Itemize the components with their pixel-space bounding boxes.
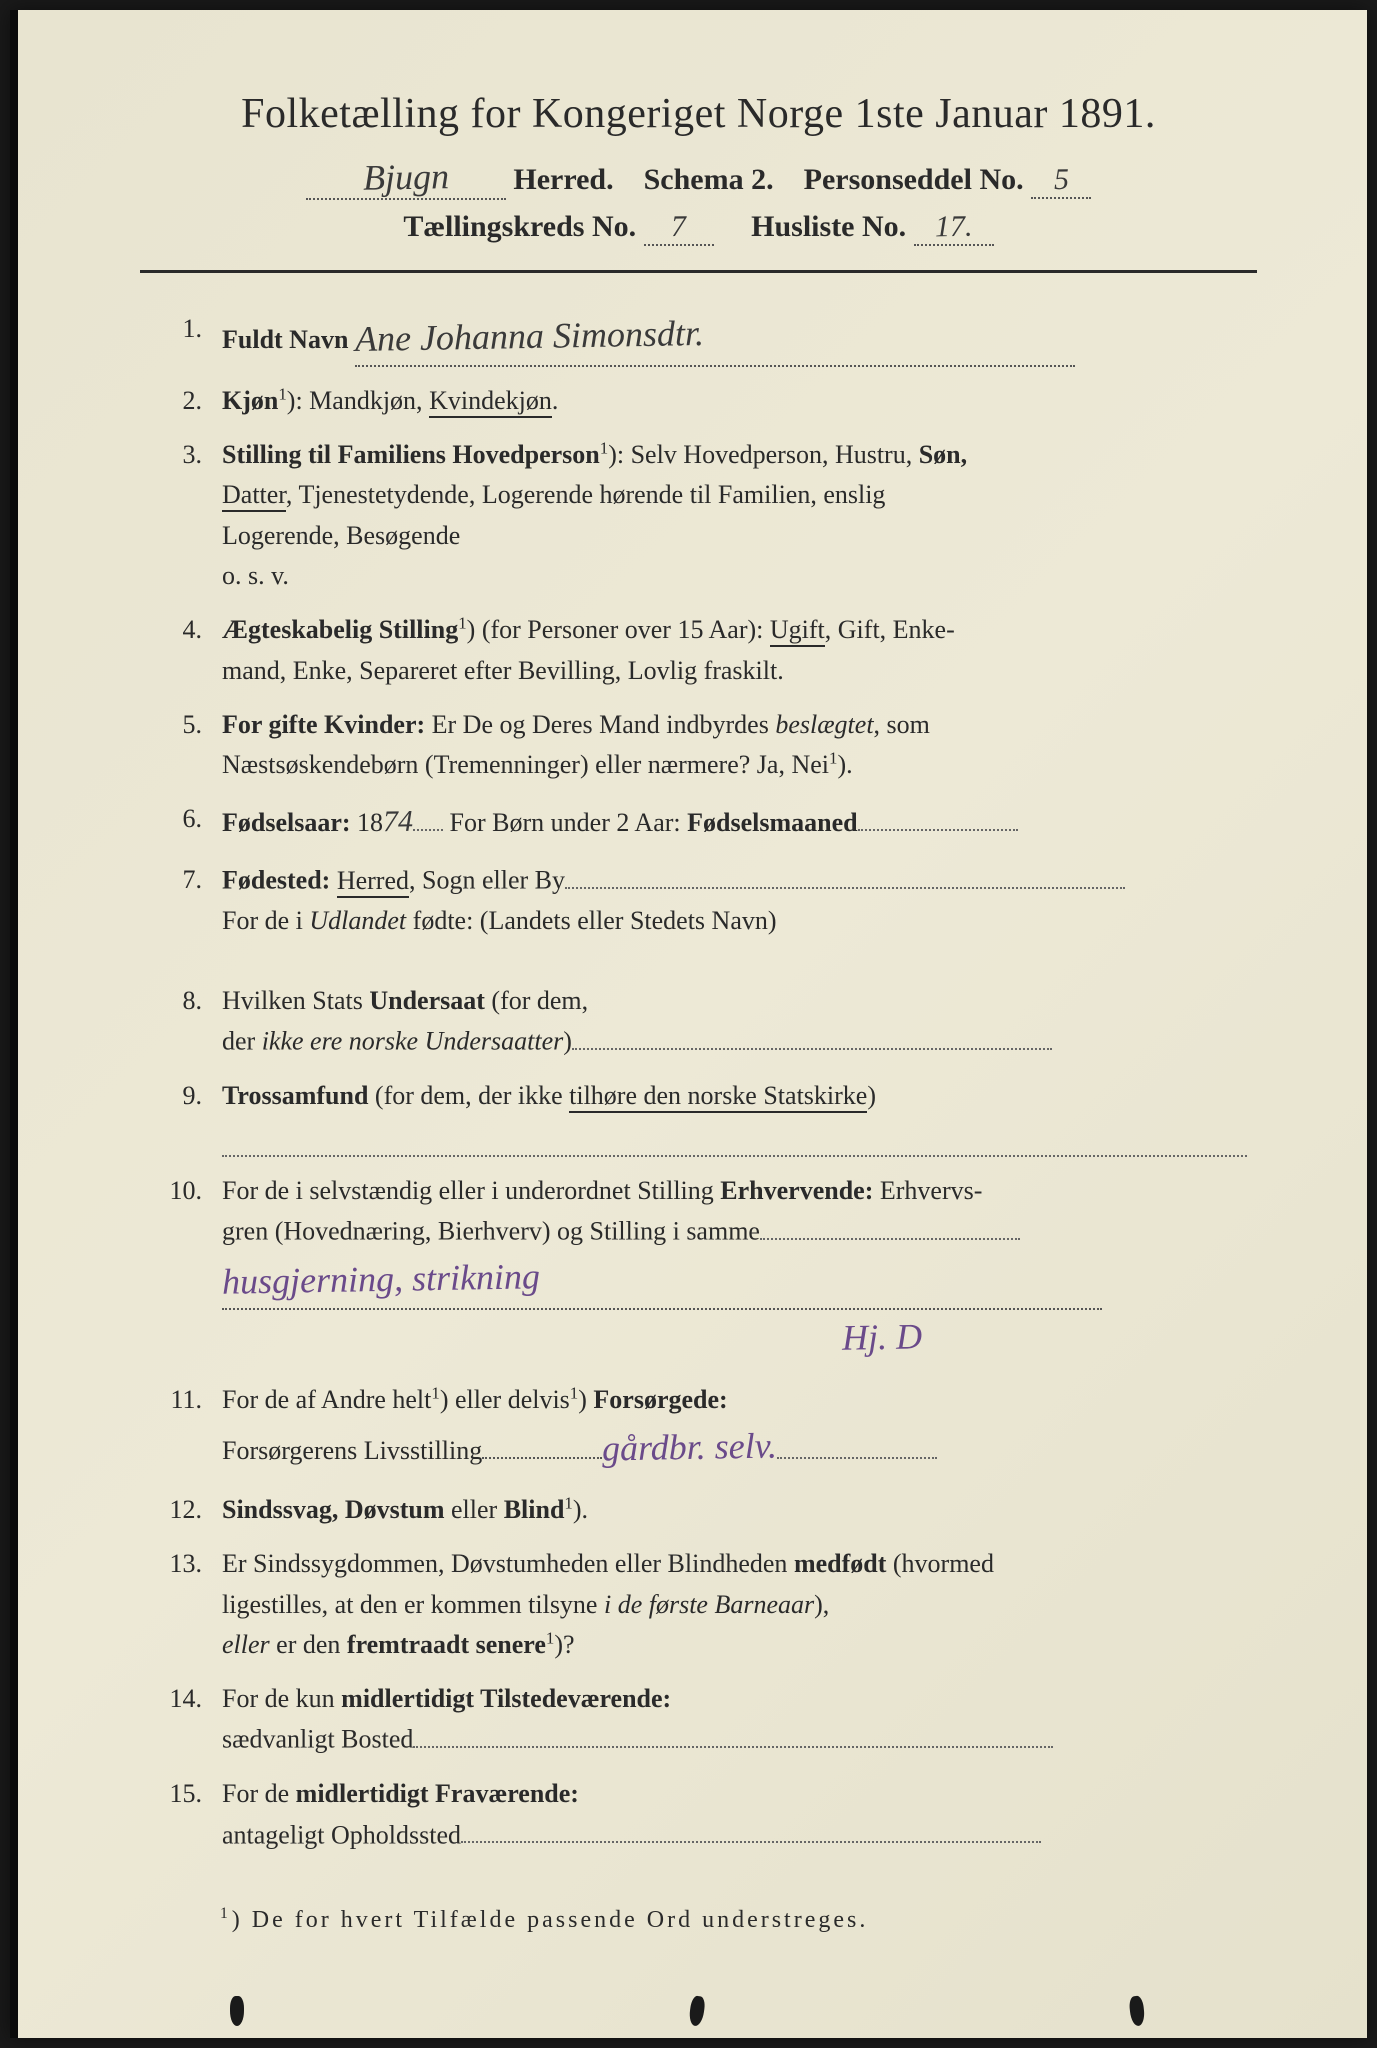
row-2-underlined: Kvindekjøn bbox=[429, 386, 552, 418]
herred-handwritten: Bjugn bbox=[363, 155, 450, 198]
row-8-num: 8. bbox=[160, 981, 222, 1021]
row-5-num: 5. bbox=[160, 705, 222, 745]
form-title: Folketælling for Kongeriget Norge 1ste J… bbox=[140, 90, 1257, 138]
row-15-num: 15. bbox=[160, 1774, 222, 1814]
row-10: 10. For de i selvstændig eller i underor… bbox=[160, 1171, 1247, 1366]
row-14-num: 14. bbox=[160, 1679, 222, 1719]
row-12-label: Sindssvag, Døvstum bbox=[222, 1495, 445, 1524]
row-5: 5. For gifte Kvinder: Er De og Deres Man… bbox=[160, 705, 1247, 786]
row-15: 15. For de midlertidigt Fraværende: anta… bbox=[160, 1774, 1247, 1855]
row-3-label: Stilling til Familiens Hovedperson bbox=[222, 440, 600, 469]
census-form-page: Folketælling for Kongeriget Norge 1ste J… bbox=[10, 10, 1367, 2038]
row-6-label: Fødselsaar: bbox=[222, 808, 351, 837]
row-10-hw2: Hj. D bbox=[842, 1309, 923, 1366]
row-2: 2. Kjøn1): Mandkjøn, Kvindekjøn. bbox=[160, 381, 1247, 421]
footnote: 1) De for hvert Tilfælde passende Ord un… bbox=[140, 1905, 1257, 1934]
header-line-2: Tællingskreds No. 7 Husliste No. 17. bbox=[140, 210, 1257, 246]
row-12-num: 12. bbox=[160, 1490, 222, 1530]
schema-label: Schema 2. bbox=[644, 163, 774, 196]
personseddel-label: Personseddel No. bbox=[804, 163, 1024, 196]
row-11: 11. For de af Andre helt1) eller delvis1… bbox=[160, 1380, 1247, 1476]
row-4-num: 4. bbox=[160, 610, 222, 650]
row-1-label: Fuldt Navn bbox=[222, 325, 348, 354]
row-4-label: Ægteskabelig Stilling bbox=[222, 615, 458, 644]
form-body: 1. Fuldt Navn Ane Johanna Simonsdtr. 2. … bbox=[140, 309, 1257, 1855]
row-3-num: 3. bbox=[160, 435, 222, 475]
herred-label: Herred. bbox=[513, 163, 613, 196]
divider-top bbox=[140, 270, 1257, 273]
row-1-handwritten: Ane Johanna Simonsdtr. bbox=[354, 306, 704, 368]
row-12: 12. Sindssvag, Døvstum eller Blind1). bbox=[160, 1490, 1247, 1530]
row-13-num: 13. bbox=[160, 1544, 222, 1584]
personseddel-handwritten: 5 bbox=[1053, 163, 1069, 197]
row-1-num: 1. bbox=[160, 309, 222, 349]
kreds-label: Tællingskreds No. bbox=[403, 210, 636, 243]
row-5-label: For gifte Kvinder: bbox=[222, 710, 425, 739]
row-13: 13. Er Sindssygdommen, Døvstumheden elle… bbox=[160, 1544, 1247, 1665]
row-3: 3. Stilling til Familiens Hovedperson1):… bbox=[160, 435, 1247, 596]
row-2-label: Kjøn bbox=[222, 386, 278, 415]
row-4: 4. Ægteskabelig Stilling1) (for Personer… bbox=[160, 610, 1247, 691]
row-7-label: Fødested: bbox=[222, 866, 330, 895]
header-line-1: Bjugn Herred. Schema 2. Personseddel No.… bbox=[140, 156, 1257, 200]
row-9-num: 9. bbox=[160, 1076, 222, 1116]
row-6-num: 6. bbox=[160, 799, 222, 839]
footnote-text: ) De for hvert Tilfælde passende Ord und… bbox=[232, 1907, 869, 1933]
row-7-num: 7. bbox=[160, 860, 222, 900]
husliste-label: Husliste No. bbox=[751, 210, 906, 243]
row-9-label: Trossamfund bbox=[222, 1081, 368, 1110]
husliste-handwritten: 17. bbox=[935, 210, 973, 245]
row-14: 14. For de kun midlertidigt Tilstedevære… bbox=[160, 1679, 1247, 1760]
row-10-hw1: husgjerning, strikning bbox=[222, 1249, 541, 1310]
row-8: 8. Hvilken Stats Undersaat (for dem, der… bbox=[160, 981, 1247, 1062]
row-6: 6. Fødselsaar: 1874 For Børn under 2 Aar… bbox=[160, 799, 1247, 846]
row-6-handwritten: 74 bbox=[383, 799, 414, 846]
tear-mark bbox=[688, 1995, 706, 2027]
row-2-num: 2. bbox=[160, 381, 222, 421]
row-11-num: 11. bbox=[160, 1380, 222, 1420]
row-10-num: 10. bbox=[160, 1171, 222, 1211]
tear-mark bbox=[230, 1996, 244, 2026]
row-7: 7. Fødested: Herred, Sogn eller By For d… bbox=[160, 860, 1247, 941]
row-11-hw: gårdbr. selv. bbox=[602, 1419, 778, 1478]
row-1: 1. Fuldt Navn Ane Johanna Simonsdtr. bbox=[160, 309, 1247, 367]
row-9: 9. Trossamfund (for dem, der ikke tilhør… bbox=[160, 1076, 1247, 1157]
kreds-handwritten: 7 bbox=[671, 210, 687, 244]
tear-mark bbox=[1128, 1995, 1145, 2026]
